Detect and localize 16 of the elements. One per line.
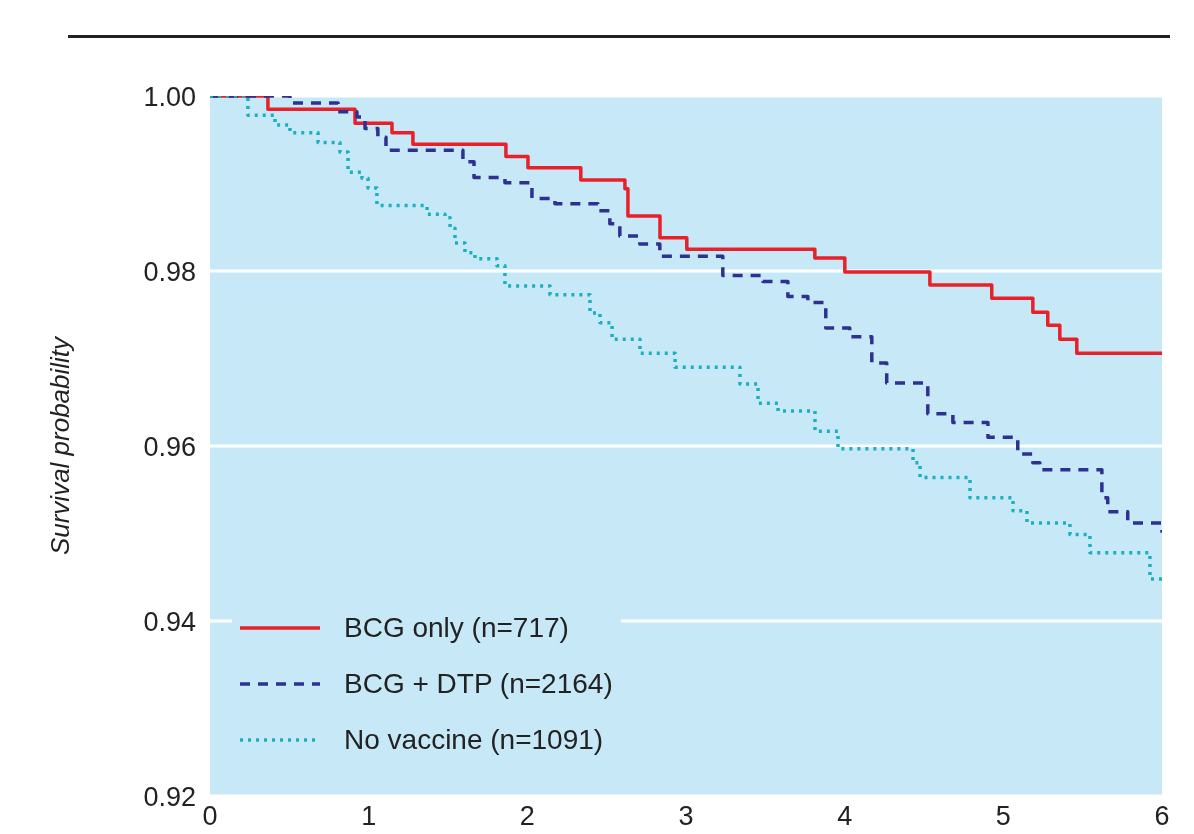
legend-label: No vaccine (n=1091) (344, 723, 604, 757)
x-tick-label: 0 (202, 801, 218, 832)
x-tick-label: 4 (837, 801, 853, 832)
y-tick-label: 0.98 (143, 256, 196, 287)
y-tick-label: 1.00 (143, 81, 196, 112)
x-tick-label: 5 (995, 801, 1011, 832)
legend-label: BCG only (n=717) (344, 611, 569, 645)
y-tick-label: 0.96 (143, 431, 196, 462)
x-tick-label: 1 (361, 801, 377, 832)
legend-label: BCG + DTP (n=2164) (344, 667, 613, 701)
x-tick-label: 2 (519, 801, 535, 832)
y-tick-label: 0.94 (143, 606, 196, 637)
y-axis-title: Survival probability (45, 334, 76, 556)
y-tick-label: 0.92 (143, 781, 196, 812)
x-tick-label: 3 (678, 801, 694, 832)
x-tick-label: 6 (1154, 801, 1170, 832)
